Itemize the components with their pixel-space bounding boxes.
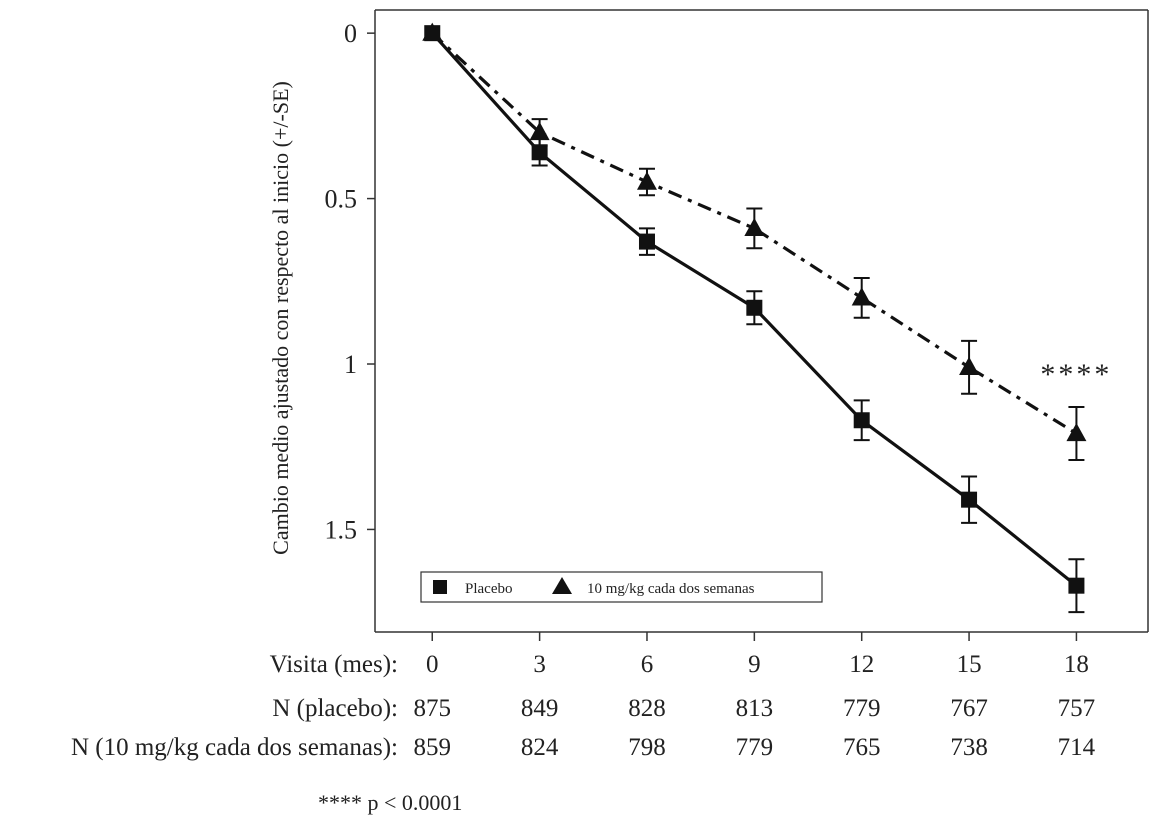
series-placebo [424,25,1085,614]
data-point-square [853,412,870,429]
row-label: Visita (mes): [270,651,398,678]
n-treatment-row: N (10 mg/kg cada dos semanas): 859 824 798 7… [71,734,1096,761]
legend-label-placebo: Placebo [465,581,512,597]
series-group [422,22,1087,614]
legend-swatch-square [433,580,447,594]
axes: 0 0.5 1 1.5 [325,9,1149,641]
y-axis-label: Cambio medio ajustado con respecto al in… [268,81,293,555]
legend-label-treatment: 10 mg/kg cada dos semanas [587,581,755,597]
data-point-square [1068,577,1085,594]
row-label: N (placebo): [272,695,398,722]
row-value: 15 [957,651,982,678]
significance-annotation: **** [1040,358,1112,391]
row-value: 12 [849,651,874,678]
row-value: 738 [950,734,988,761]
data-point-triangle [851,287,872,306]
row-value: 765 [843,734,881,761]
data-point-triangle [529,121,550,141]
row-value: 824 [521,734,559,761]
y-tick-label: 1.5 [325,515,358,544]
row-value: 3 [533,651,546,678]
row-value: 18 [1064,651,1089,678]
data-point-triangle [636,171,657,190]
n-table: Visita (mes): 0 3 6 9 12 15 18 N (placebo): 875 84… [71,651,1096,761]
data-point-square [961,491,978,508]
legend-box [420,571,823,603]
y-tick-label: 0 [344,19,357,48]
legend-swatch-triangle [552,577,572,594]
visit-row: Visita (mes): 0 3 6 9 12 15 18 [270,651,1089,678]
data-point-triangle [959,356,980,375]
row-value: 779 [736,734,774,761]
n-placebo-row: N (placebo): 875 849 828 813 779 767 757 [272,695,1095,722]
row-value: 813 [736,695,774,722]
row-value: 859 [414,734,452,761]
data-point-triangle [422,22,443,41]
data-point-square [638,233,655,250]
row-value: 875 [414,695,452,722]
y-tick-label: 1 [344,350,357,379]
row-value: 0 [426,651,439,678]
data-point-square [746,299,763,316]
row-value: 767 [950,695,988,722]
row-value: 714 [1058,734,1096,761]
row-value: 9 [748,651,761,678]
data-point-triangle [1066,422,1087,442]
legend: Placebo 10 mg/kg cada dos semanas [420,571,823,603]
row-value: 6 [641,651,654,678]
data-point-square [531,144,548,161]
data-point-triangle [744,217,765,237]
series-treatment [422,22,1087,461]
row-value: 828 [628,695,666,722]
row-label: N (10 mg/kg cada dos semanas): [71,734,398,761]
row-value: 757 [1058,695,1096,722]
row-value: 798 [628,734,666,761]
y-tick-label: 0.5 [325,185,358,214]
footnote: **** p < 0.0001 [318,790,462,815]
row-value: 779 [843,695,881,722]
row-value: 849 [521,695,559,722]
